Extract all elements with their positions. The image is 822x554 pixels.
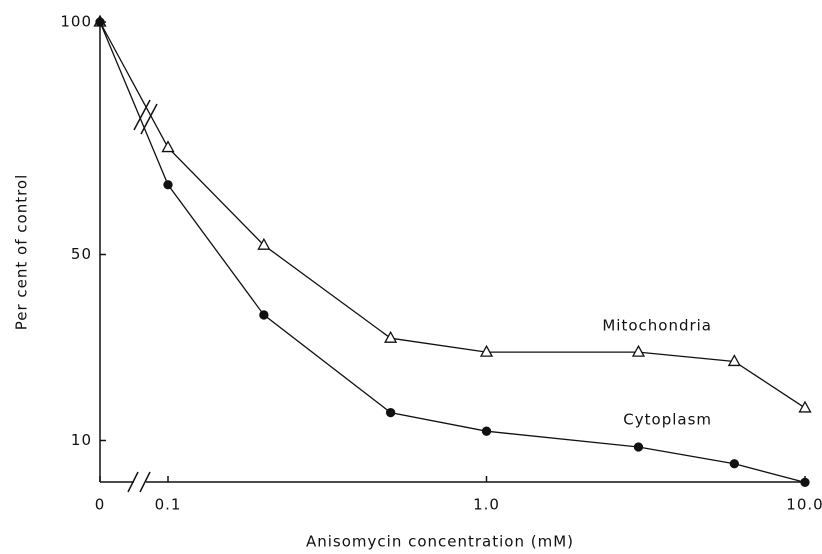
marker bbox=[633, 442, 644, 452]
series-label: Mitochondria bbox=[602, 317, 712, 335]
marker bbox=[95, 17, 105, 27]
marker bbox=[631, 344, 646, 357]
x-tick-label: 0 bbox=[95, 496, 106, 514]
x-tick-label: 0.1 bbox=[155, 496, 182, 514]
axis-break bbox=[139, 471, 151, 493]
marker bbox=[729, 459, 739, 469]
y-tick-label: 50 bbox=[71, 245, 92, 263]
marker bbox=[479, 344, 494, 357]
series-line bbox=[99, 21, 806, 483]
series-line bbox=[99, 21, 806, 409]
x-axis-label: Anisomycin concentration (mM) bbox=[306, 533, 574, 551]
series-label: Cytoplasm bbox=[623, 411, 712, 429]
marker bbox=[385, 407, 396, 418]
marker bbox=[481, 426, 492, 436]
marker bbox=[800, 477, 810, 488]
marker bbox=[257, 237, 271, 250]
marker bbox=[161, 140, 175, 153]
y-tick-label: 10 bbox=[71, 431, 92, 449]
line-break bbox=[140, 103, 158, 135]
marker bbox=[163, 180, 173, 190]
y-tick-label: 100 bbox=[60, 13, 92, 31]
x-tick-label: 1.0 bbox=[473, 496, 500, 514]
marker bbox=[798, 400, 812, 413]
x-tick-label: 10.0 bbox=[786, 496, 822, 514]
marker bbox=[727, 354, 741, 367]
marker bbox=[384, 330, 398, 343]
marker bbox=[259, 310, 269, 320]
axis-break bbox=[127, 471, 139, 493]
line-break bbox=[133, 99, 151, 131]
y-axis-label: Per cent of control bbox=[13, 174, 31, 331]
